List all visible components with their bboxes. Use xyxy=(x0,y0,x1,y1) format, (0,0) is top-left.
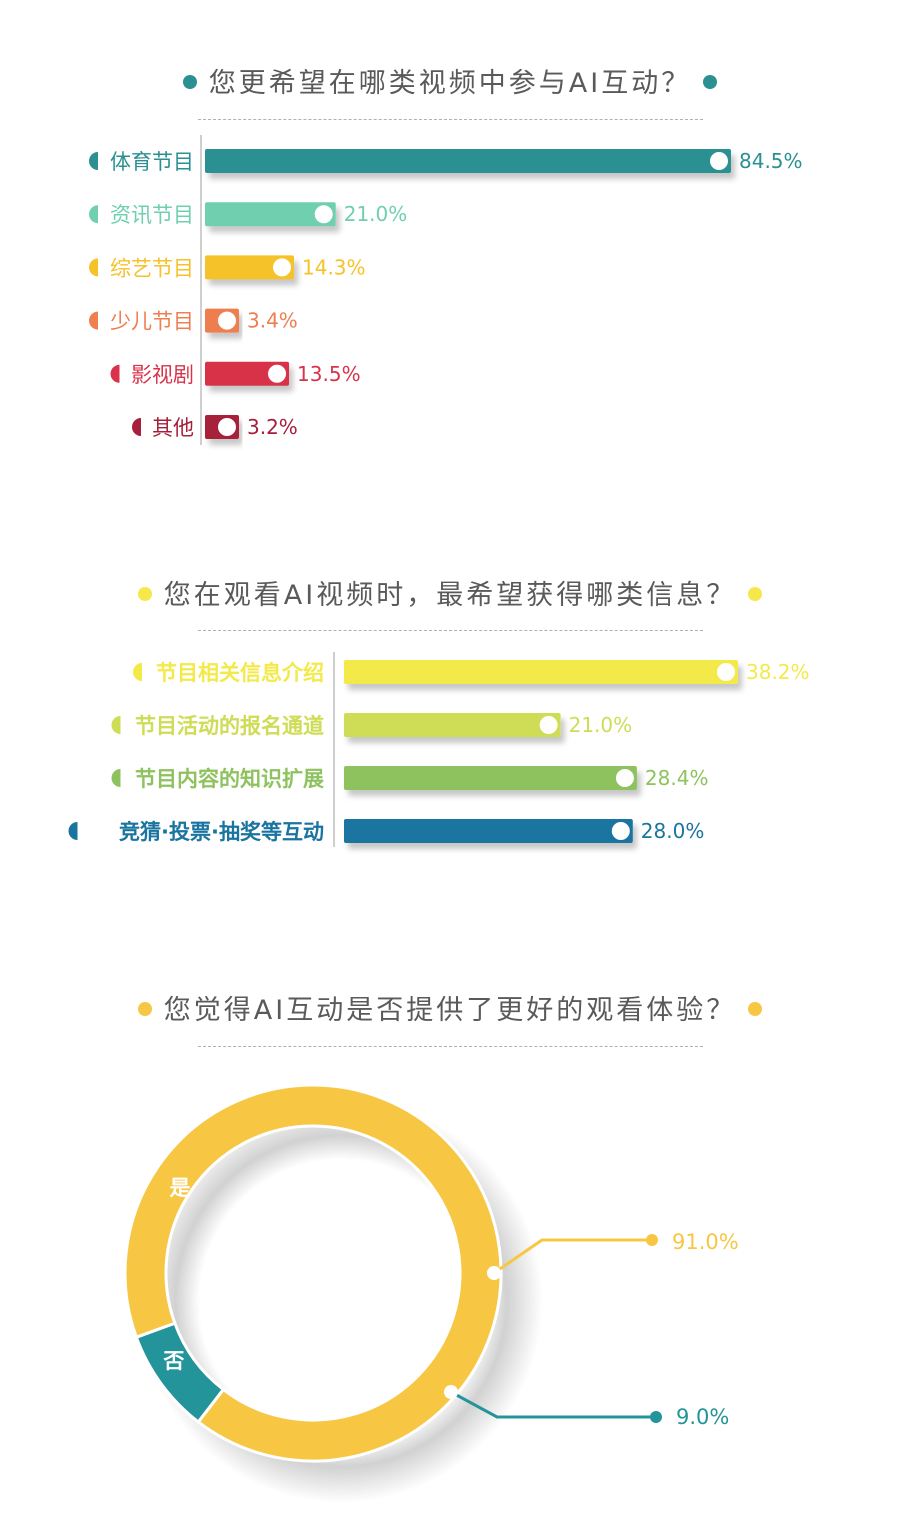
category-label: 少儿节目 xyxy=(110,310,194,334)
half-circle-marker-icon xyxy=(89,152,98,170)
category-label: 其他 xyxy=(152,416,194,440)
chart3-title: 您觉得AI互动是否提供了更好的观看体验？ xyxy=(163,995,737,1026)
bar-end-knob-icon xyxy=(271,256,294,279)
bar-3 xyxy=(205,255,295,280)
bar-2 xyxy=(344,713,561,737)
bar-1 xyxy=(205,149,731,173)
category-label: 体育节目 xyxy=(110,150,194,174)
half-circle-marker-icon xyxy=(132,418,141,436)
half-circle-marker-icon xyxy=(133,663,142,681)
bar-end-knob-icon xyxy=(613,767,636,789)
title-dot-icon xyxy=(137,1001,152,1016)
category-label: 影视剧 xyxy=(131,363,194,387)
bar-value-label: 13.5% xyxy=(297,362,361,386)
half-circle-marker-icon xyxy=(111,716,121,734)
chart2-title-row: 您在观看AI视频时，最希望获得哪类信息？ xyxy=(0,573,900,612)
donut-slice-1 xyxy=(123,1083,503,1463)
bar-end-knob-icon xyxy=(216,416,238,438)
chart2-title-divider xyxy=(198,630,703,631)
bar-value-label: 38.2% xyxy=(746,660,810,684)
leader-anchor-dot-icon xyxy=(444,1385,458,1399)
bar-value-label: 21.0% xyxy=(344,202,408,226)
chart1-title-row: 您更希望在哪类视频中参与AI互动？ xyxy=(0,61,900,100)
bar-2 xyxy=(205,202,336,227)
title-dot-icon xyxy=(182,74,197,89)
bar-end-knob-icon xyxy=(216,309,238,332)
bar-value-label: 84.5% xyxy=(739,149,803,173)
donut-category-label: 否 xyxy=(163,1349,184,1373)
bar-value-label: 3.2% xyxy=(247,415,298,439)
leader-end-dot-icon xyxy=(646,1234,658,1246)
bar-1 xyxy=(344,660,738,684)
leader-line xyxy=(493,1238,652,1275)
leader-line xyxy=(450,1390,656,1419)
bar-4 xyxy=(344,819,633,843)
bar-3 xyxy=(344,766,637,790)
category-label: 节目内容的知识扩展 xyxy=(135,767,324,791)
half-circle-marker-icon xyxy=(89,205,98,224)
chart1-axis-line xyxy=(200,135,202,445)
half-circle-marker-icon xyxy=(111,769,121,787)
donut-slice-2 xyxy=(134,1321,226,1425)
bar-end-knob-icon xyxy=(708,150,730,172)
category-label: 节目相关信息介绍 xyxy=(156,661,324,685)
bar-end-knob-icon xyxy=(266,362,289,385)
half-circle-marker-icon xyxy=(89,311,98,330)
bar-end-knob-icon xyxy=(609,820,632,842)
half-circle-marker-icon xyxy=(68,822,78,840)
category-label: 竞猜·投票·抽奖等互动 xyxy=(119,820,324,844)
category-label: 综艺节目 xyxy=(110,256,194,280)
title-dot-icon xyxy=(137,586,152,601)
chart3-title-row: 您觉得AI互动是否提供了更好的观看体验？ xyxy=(0,988,900,1027)
chart1-title-divider xyxy=(198,119,703,120)
title-dot-icon xyxy=(703,74,718,89)
title-dot-icon xyxy=(748,586,763,601)
chart3-title-divider xyxy=(198,1046,703,1047)
half-circle-marker-icon xyxy=(89,258,98,277)
category-label: 节目活动的报名通道 xyxy=(135,714,324,738)
leader-anchor-dot-icon xyxy=(487,1266,501,1280)
chart2-title: 您在观看AI视频时，最希望获得哪类信息？ xyxy=(163,580,737,611)
half-circle-marker-icon xyxy=(110,364,120,383)
donut-category-label: 是 xyxy=(170,1176,191,1200)
bar-end-knob-icon xyxy=(715,661,737,683)
leader-end-dot-icon xyxy=(650,1411,662,1423)
bar-value-label: 28.4% xyxy=(645,766,709,790)
bar-end-knob-icon xyxy=(537,714,560,736)
bar-value-label: 21.0% xyxy=(569,713,633,737)
bar-end-knob-icon xyxy=(312,203,335,226)
bar-value-label: 28.0% xyxy=(641,819,705,843)
bar-value-label: 14.3% xyxy=(302,255,366,279)
bar-value-label: 3.4% xyxy=(247,309,298,333)
donut-value-label: 9.0% xyxy=(676,1405,729,1429)
category-label: 资讯节目 xyxy=(110,203,194,227)
chart1-title: 您更希望在哪类视频中参与AI互动？ xyxy=(208,68,692,99)
title-dot-icon xyxy=(748,1001,763,1016)
chart2-axis-line xyxy=(333,652,335,847)
donut-value-label: 91.0% xyxy=(672,1230,739,1254)
